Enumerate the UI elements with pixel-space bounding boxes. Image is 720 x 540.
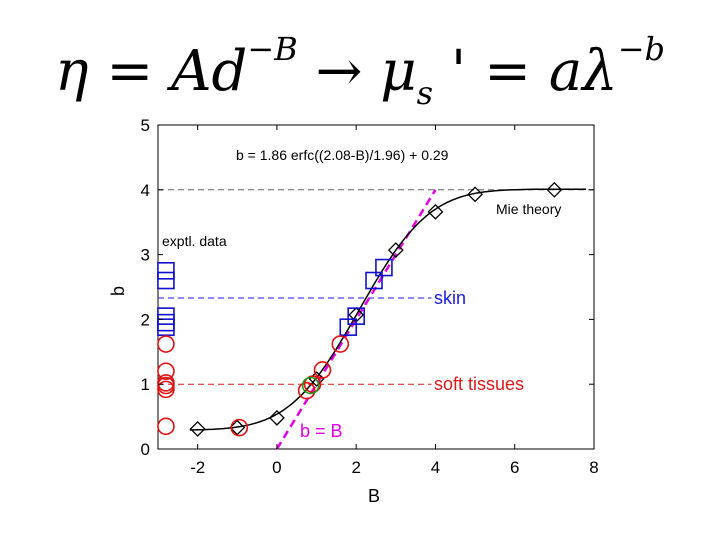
circle-marker [297,381,316,400]
circle-marker [230,418,249,437]
exptl-data-label: exptl. data [162,233,227,249]
eq-A: A [171,39,212,104]
x-tick-label: 6 [510,458,519,477]
soft-tissues-label: soft tissues [434,374,524,394]
y-tick-label: 0 [141,440,150,459]
diamond-marker [467,186,484,203]
x-tick-label: -2 [190,458,205,477]
circle-marker [157,380,175,399]
eq-mu: μ [380,39,417,104]
diamond-marker [427,203,444,220]
square-marker [157,307,175,325]
y-tick-label: 4 [141,181,150,200]
square-marker [365,271,383,290]
circle-marker [331,335,350,353]
eq-eta: η [54,39,89,104]
square-marker [157,318,175,336]
x-tick-label: 8 [589,458,598,477]
y-tick-label: 3 [141,246,150,265]
y-tick-label: 2 [141,310,150,329]
b-equals-B-label: b = B [300,421,343,441]
skin-label: skin [434,288,466,308]
eq-a: a [548,39,583,104]
circle-marker [301,376,320,395]
circle-marker [303,375,322,394]
eq-d: d [211,39,248,104]
diamond-marker [387,242,404,258]
mie-theory-label: Mie theory [496,201,561,217]
square-marker [157,261,175,280]
circle-marker [157,376,175,395]
x-tick-label: 2 [351,458,360,477]
eq-exponent-1: −B [247,30,298,68]
formula-annotation: b = 1.86 erfc((2.08-B)/1.96) + 0.29 [236,147,449,163]
x-axis-label: B [368,486,380,506]
square-marker [347,307,365,325]
y-tick-label: 5 [141,116,150,135]
eq-lambda: λ [582,39,618,104]
circle-marker [313,361,332,379]
fit-curve [189,188,587,431]
diamond-marker [546,181,563,198]
circle-marker [157,362,175,381]
fit-curve-group [189,188,587,431]
diamond-marker [268,409,285,426]
y-tick-label: 1 [141,375,150,394]
circle-marker [157,335,175,353]
eq-subscript-s: s [416,74,434,112]
square-marker [375,258,393,277]
eq-exponent-2: −b [617,30,665,68]
eq-equals-1: = [88,39,172,104]
square-marker [157,271,175,290]
eq-equals-2: = [466,39,549,104]
eq-prime: ' [433,39,467,104]
y-axis-label: b [108,286,128,296]
axis-ticks: -2 0 2 4 6 8 0 1 2 3 4 5 [141,116,599,477]
square-marker [157,313,175,332]
x-tick-label: 4 [431,458,440,477]
eq-arrow: → [297,39,381,104]
x-tick-label: 0 [272,458,281,477]
circle-marker [157,417,175,436]
diamond-marker [189,420,206,437]
data-markers [157,181,563,437]
equation-title: η = Ad−B → μs ' = aλ−b [0,30,720,112]
